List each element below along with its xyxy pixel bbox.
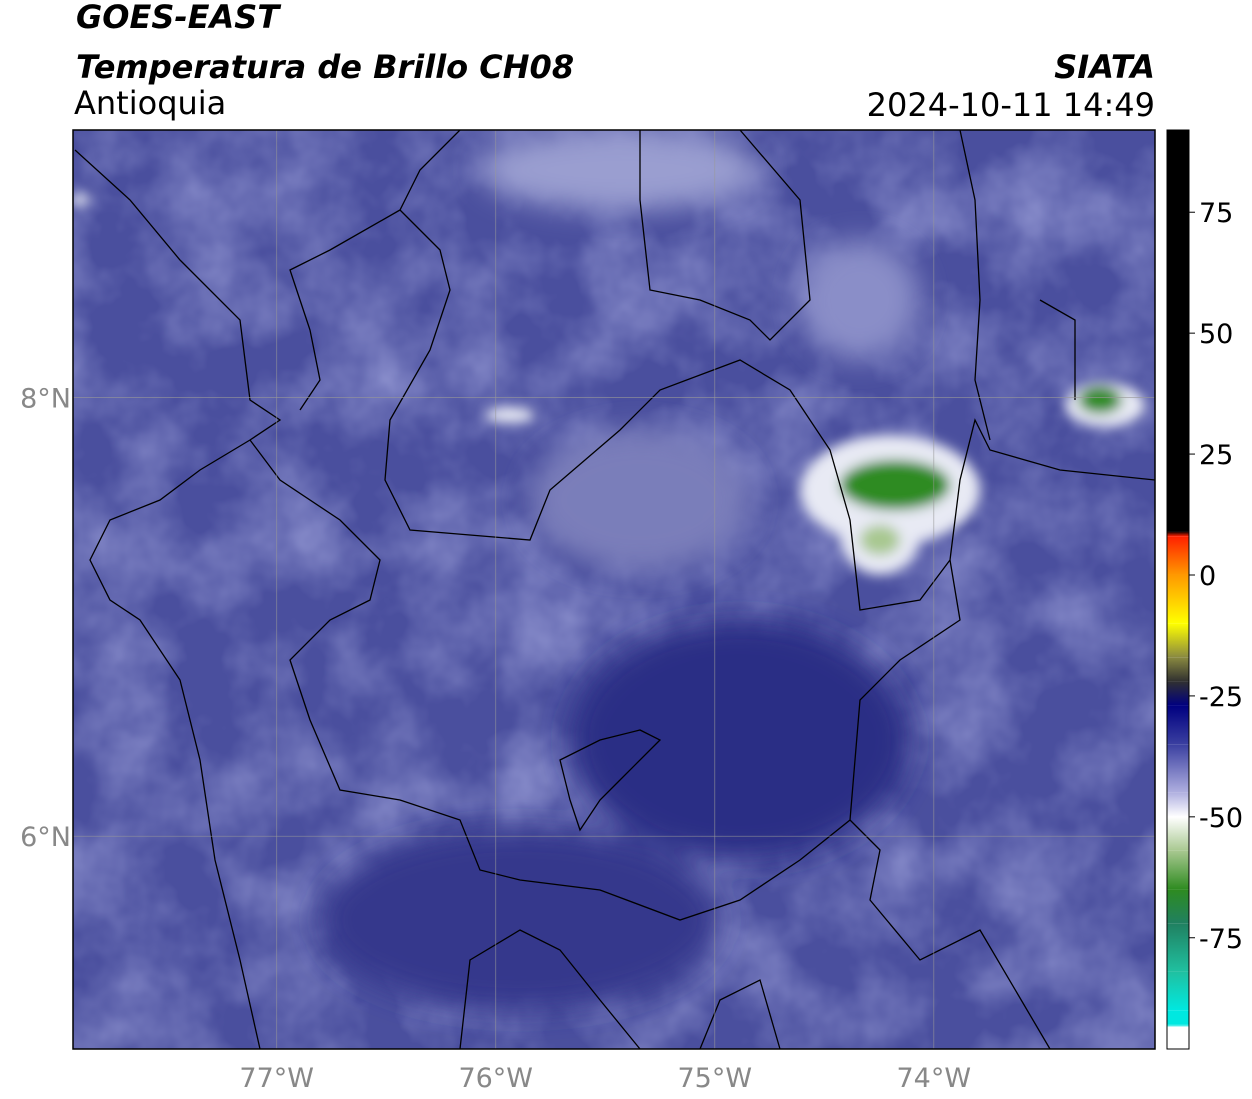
colorbar-tick-label: 0: [1199, 561, 1216, 592]
colorbar-segment: [1167, 889, 1189, 924]
colorbar-frame: [1166, 129, 1190, 1050]
colorbar-tick-label: -50: [1199, 803, 1243, 834]
colorbar-segment: [1167, 1010, 1189, 1025]
colorbar-segment: [1167, 1027, 1189, 1049]
x-tick-label: 76°W: [458, 1063, 533, 1094]
colorbar-tick-label: 75: [1199, 198, 1233, 229]
storm-cells: [73, 194, 1145, 575]
x-tick-label: 74°W: [897, 1063, 972, 1094]
colorbar-segment: [1167, 971, 1189, 1011]
colorbar-segment: [1167, 536, 1189, 575]
colorbar-segment: [1167, 923, 1189, 972]
subtitle: Temperatura de Brillo CH08: [76, 48, 574, 86]
colorbar-tick-label: -25: [1199, 682, 1243, 713]
region: Antioquia: [74, 84, 226, 122]
map-image: [73, 130, 1155, 1049]
colorbar-segment: [1167, 705, 1189, 745]
map-frame: [72, 129, 1156, 1050]
title: GOES-EAST: [76, 0, 281, 36]
borders: [74, 130, 1155, 1049]
colorbar-segment: [1167, 657, 1189, 682]
colorbar-segment: [1167, 816, 1189, 851]
colorbar-tick-label: -75: [1199, 924, 1243, 955]
source: SIATA: [1054, 48, 1155, 86]
x-tick-label: 75°W: [677, 1063, 752, 1094]
colorbar-segment: [1167, 681, 1189, 706]
colorbar-tick-label: 50: [1199, 319, 1233, 350]
y-tick-label: 8°N: [20, 384, 71, 415]
colorbar-tick-label: 25: [1199, 440, 1233, 471]
cold-region: [320, 130, 920, 1010]
colorbar-segment: [1167, 531, 1189, 537]
y-tick-label: 6°N: [20, 822, 71, 853]
colorbar-segment: [1167, 130, 1189, 532]
colorbar-segment: [1167, 744, 1189, 793]
colorbar-segment: [1167, 623, 1189, 658]
colorbar-segment: [1167, 792, 1189, 817]
colorbar-segment: [1167, 850, 1189, 890]
timestamp: 2024-10-11 14:49: [867, 86, 1155, 124]
x-tick-label: 77°W: [239, 1063, 314, 1094]
colorbar-segment: [1167, 574, 1189, 624]
colorbar-segment: [1167, 1024, 1189, 1028]
